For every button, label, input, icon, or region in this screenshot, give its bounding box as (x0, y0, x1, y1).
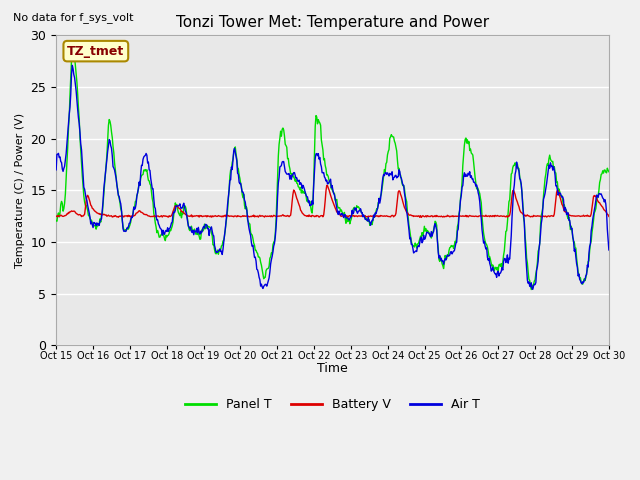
Text: TZ_tmet: TZ_tmet (67, 45, 124, 58)
Title: Tonzi Tower Met: Temperature and Power: Tonzi Tower Met: Temperature and Power (176, 15, 489, 30)
X-axis label: Time: Time (317, 362, 348, 375)
Text: No data for f_sys_volt: No data for f_sys_volt (13, 12, 133, 23)
Legend: Panel T, Battery V, Air T: Panel T, Battery V, Air T (180, 394, 485, 417)
Y-axis label: Temperature (C) / Power (V): Temperature (C) / Power (V) (15, 113, 25, 268)
